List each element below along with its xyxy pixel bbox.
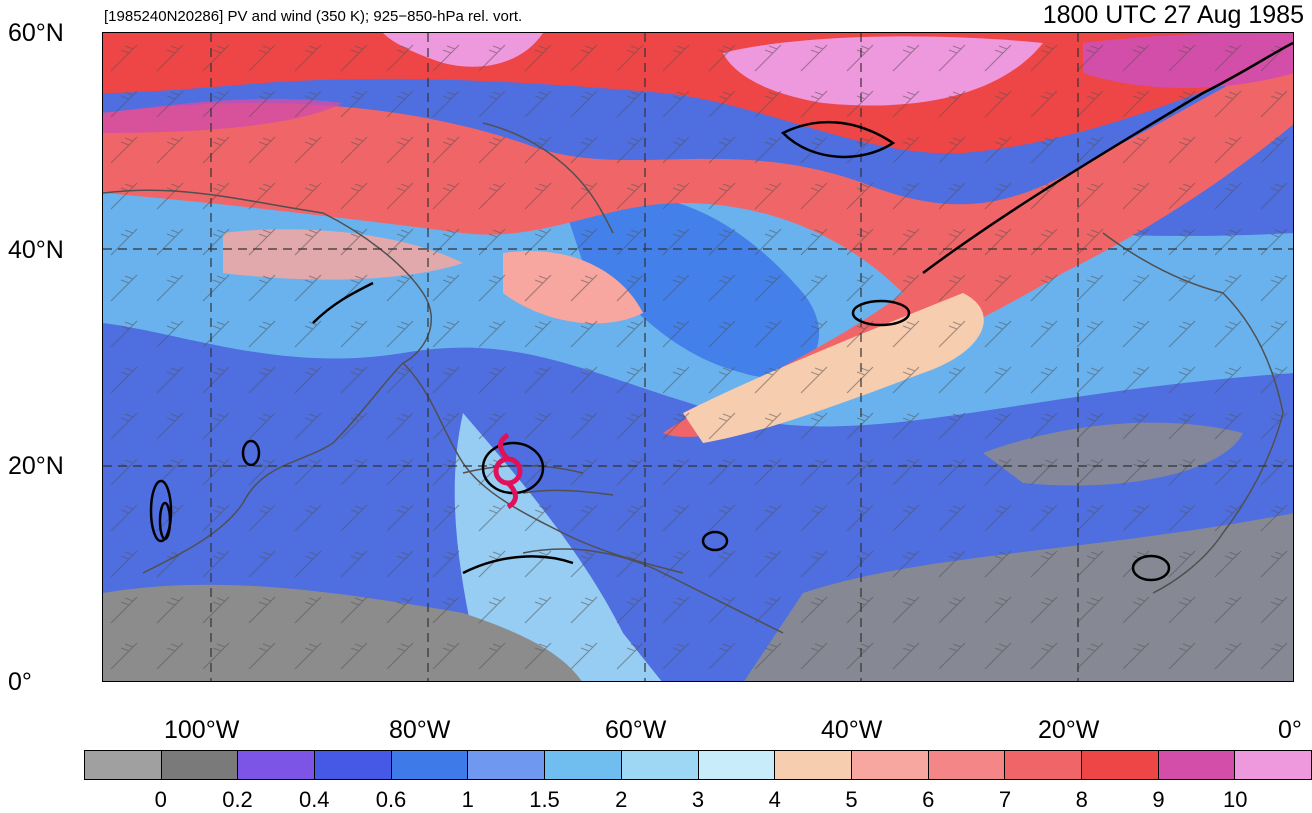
colorbar-swatch — [775, 751, 852, 779]
colorbar-label: 1.5 — [529, 787, 560, 812]
lat-label-20n: 20°N — [8, 452, 64, 480]
colorbar-label: 0.6 — [375, 787, 407, 812]
lon-label-40w: 40°W — [821, 716, 883, 744]
colorbar-swatch — [1005, 751, 1082, 779]
colorbar-swatch — [621, 751, 699, 779]
lat-label-40n: 40°N — [8, 236, 64, 264]
colorbar-label: 10 — [1223, 787, 1248, 812]
colorbar-swatch — [238, 751, 316, 779]
colorbar-label: 8 — [1075, 787, 1088, 812]
lon-label-60w: 60°W — [605, 716, 667, 744]
colorbar-label: 0.4 — [298, 787, 330, 812]
vorticity-contours — [149, 41, 1293, 582]
colorbar-label: 2 — [615, 787, 628, 812]
wind-barbs-overlay — [103, 33, 1293, 681]
colorbar-swatch — [85, 751, 162, 779]
colorbar-swatch — [1158, 751, 1236, 779]
pv-colorbar — [84, 750, 1312, 780]
colorbar-swatch — [161, 751, 239, 779]
lon-label-100w: 100°W — [164, 716, 240, 744]
colorbar-label: 0 — [154, 787, 167, 812]
lon-label-20w: 20°W — [1038, 716, 1100, 744]
lon-label-0: 0° — [1278, 716, 1302, 744]
colorbar-label: 3 — [691, 787, 705, 812]
colorbar-label: 5 — [845, 787, 858, 812]
colorbar-swatch — [315, 751, 392, 779]
colorbar-label: 9 — [1152, 787, 1165, 812]
map-panel — [102, 32, 1294, 682]
colorbar-swatch — [468, 751, 546, 779]
lat-label-0: 0° — [8, 668, 32, 696]
colorbar-swatch — [391, 751, 469, 779]
colorbar-swatch — [851, 751, 929, 779]
map-title: [1985240N20286] PV and wind (350 K); 925… — [104, 8, 523, 25]
colorbar-swatch — [1235, 751, 1311, 779]
colorbar-swatch — [1081, 751, 1159, 779]
colorbar-swatch — [928, 751, 1006, 779]
map-timestamp: 1800 UTC 27 Aug 1985 — [1042, 1, 1304, 29]
colorbar-label: 0.2 — [222, 787, 253, 812]
colorbar-label: 1 — [461, 787, 474, 812]
colorbar-swatch — [698, 751, 776, 779]
colorbar-swatch — [545, 751, 622, 779]
colorbar-label: 7 — [998, 787, 1012, 812]
hurricane-symbol-icon — [493, 432, 523, 510]
colorbar-label: 4 — [768, 787, 781, 812]
map-canvas — [103, 33, 1293, 681]
lon-label-80w: 80°W — [389, 716, 451, 744]
colorbar-label: 6 — [922, 787, 935, 812]
lat-lon-grid — [103, 33, 1293, 681]
lat-label-60n: 60°N — [8, 19, 64, 47]
